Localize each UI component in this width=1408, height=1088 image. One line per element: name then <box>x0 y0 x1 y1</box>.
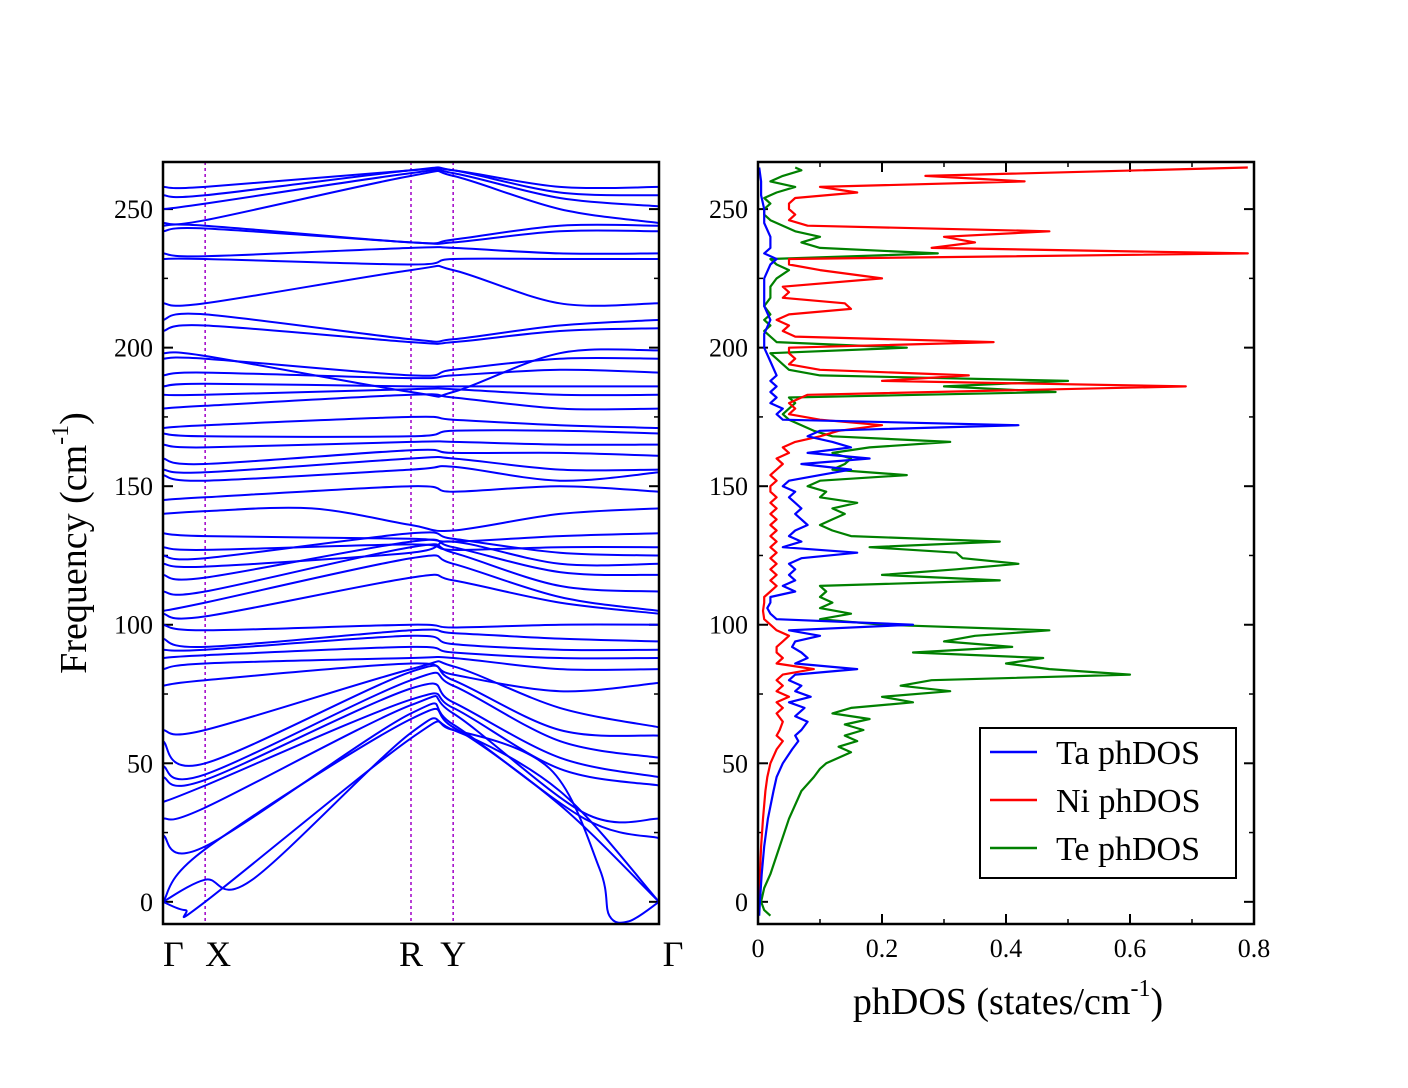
phonon-band-33 <box>163 387 659 397</box>
phdos-x-axis-title: phDOS (states/cm-1) <box>853 976 1163 1023</box>
phonon-band-10 <box>163 662 659 693</box>
phonon-band-44 <box>163 223 659 245</box>
phonon-band-27 <box>163 455 659 474</box>
band-ytick-label: 250 <box>114 195 153 224</box>
phonon-band-1 <box>163 717 659 903</box>
phdos-ytick-label: 250 <box>709 195 748 224</box>
legend-label-ni: Ni phDOS <box>1056 783 1201 820</box>
phonon-band-4 <box>163 695 659 824</box>
phonon-band-29 <box>163 440 659 449</box>
phonon-band-46 <box>163 168 659 211</box>
phdos-ytick-label: 200 <box>709 334 748 363</box>
phonon-band-42 <box>163 246 659 258</box>
phonon-band-24 <box>163 506 659 532</box>
phdos-xtick-label: 0.6 <box>1114 934 1147 963</box>
phdos-ytick-label: 0 <box>735 888 748 917</box>
phonon-band-14 <box>163 628 659 649</box>
phonon-band-37 <box>163 348 659 398</box>
band-ytick-label: 100 <box>114 611 153 640</box>
phonon-band-9 <box>163 660 659 736</box>
phonon-band-3 <box>163 702 659 855</box>
phdos-xtick-label: 0.4 <box>990 934 1023 963</box>
phonon-band-16 <box>163 573 659 620</box>
legend-label-ta: Ta phDOS <box>1056 735 1200 772</box>
phonon-band-18 <box>163 543 659 596</box>
phonon-band-30 <box>163 429 659 438</box>
phonon-band-8 <box>163 664 659 767</box>
phdos-x-axis-title-superscript: -1 <box>1130 976 1150 1002</box>
phonon-band-39 <box>163 312 659 343</box>
phdos-xtick-label: 0 <box>752 934 765 963</box>
band-y-axis-title-superscript: -1 <box>48 425 74 445</box>
kpoint-label: Γ <box>163 934 184 974</box>
phdos-curve-ta <box>758 167 1020 916</box>
phonon-band-48 <box>163 167 659 190</box>
phonon-band-28 <box>163 448 659 466</box>
band-ytick-label: 0 <box>140 888 153 917</box>
kpoint-label: X <box>205 934 231 974</box>
band-plot-frame <box>161 160 661 926</box>
phonon-band-25 <box>163 485 659 502</box>
band-ytick-label: 50 <box>127 749 153 778</box>
phonon-band-12 <box>163 645 659 660</box>
band-y-axis-title-main: Frequency (cm <box>53 445 95 674</box>
phonon-band-21 <box>163 531 659 561</box>
kpoint-label: Y <box>440 934 466 974</box>
legend-label-te: Te phDOS <box>1056 831 1200 868</box>
phonon-band-17 <box>163 554 659 612</box>
phdos-ytick-label: 50 <box>722 749 748 778</box>
phonon-band-5 <box>163 692 659 804</box>
phonon-band-34 <box>163 382 659 388</box>
phonon-band-23 <box>163 532 659 543</box>
phdos-ytick-label: 150 <box>709 472 748 501</box>
band-y-axis-title-close: ) <box>53 412 95 425</box>
phdos-xtick-label: 0.2 <box>866 934 899 963</box>
phonon-band-11 <box>163 655 659 671</box>
phdos-x-axis-title-close: ) <box>1150 981 1163 1023</box>
phonon-band-6 <box>163 682 659 787</box>
kpoint-label: R <box>399 934 423 974</box>
legend: Ta phDOS Ni phDOS Te phDOS <box>979 727 1237 879</box>
phdos-xtick-label: 0.8 <box>1238 934 1271 963</box>
kpoint-label: Γ <box>663 934 684 974</box>
phonon-band-40 <box>163 264 659 307</box>
phonon-band-22 <box>163 543 659 551</box>
band-ytick-label: 200 <box>114 334 153 363</box>
phdos-panel: 0 50 100 150 200 250 0 0.2 0.4 0.6 0.8 phDOS (sta… <box>709 160 1271 1023</box>
phonon-band-36 <box>163 356 659 377</box>
phonon-band-26 <box>163 465 659 482</box>
band-y-axis-title: Frequency (cm-1) <box>48 412 95 674</box>
phdos-x-axis-title-main: phDOS (states/cm <box>853 981 1131 1023</box>
phonon-band-15 <box>163 623 659 632</box>
phonon-band-7 <box>163 671 659 781</box>
band-ytick-label: 150 <box>114 472 153 501</box>
phonon-band-13 <box>163 634 659 652</box>
phonon-band-32 <box>163 393 659 411</box>
phonon-band-41 <box>163 257 659 266</box>
phonon-band-35 <box>163 368 659 380</box>
phdos-ytick-label: 100 <box>709 611 748 640</box>
phdos-plot-frame <box>756 160 1256 926</box>
phdos-curve-te <box>760 166 1132 917</box>
phonon-band-31 <box>163 415 659 429</box>
phdos-curve-ni <box>758 166 1249 916</box>
phonon-band-38 <box>163 324 659 345</box>
phonon-band-45 <box>163 170 659 226</box>
